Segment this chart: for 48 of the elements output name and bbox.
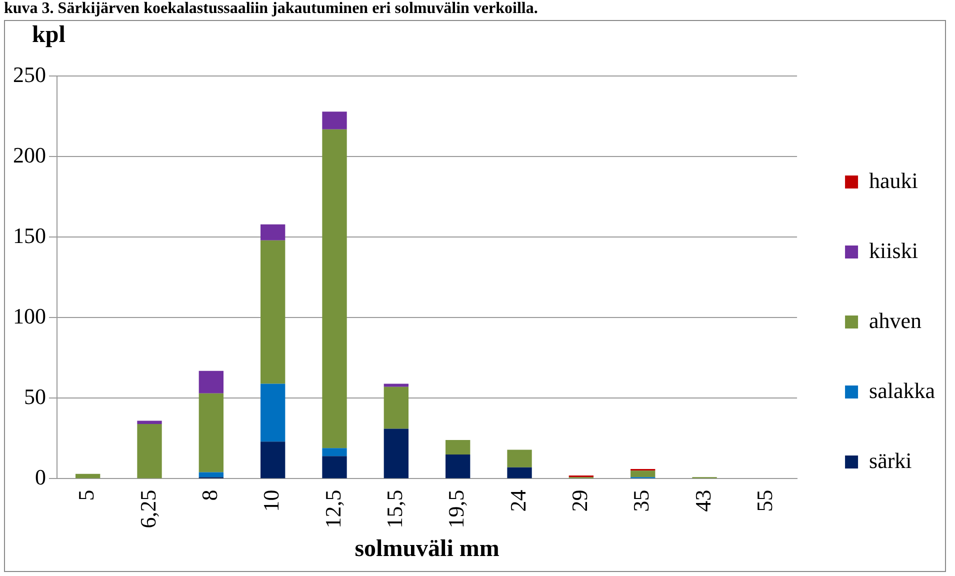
bar — [137, 424, 162, 478]
x-tick-label: 12,5 — [320, 490, 346, 528]
x-tick-label: 8 — [196, 490, 222, 501]
x-tick-label: 15,5 — [382, 490, 407, 528]
x-tick-label: 6,25 — [135, 490, 160, 528]
y-tick-label: 250 — [13, 62, 46, 87]
x-tick-label: 5 — [74, 490, 99, 501]
x-axis-title: solmuväli mm — [354, 536, 500, 562]
bar — [322, 129, 347, 448]
bar — [198, 393, 224, 472]
x-tick-label: 24 — [505, 490, 530, 512]
x-tick-label: 19,5 — [444, 490, 469, 528]
x-tick-label: 35 — [628, 490, 654, 512]
y-tick-label: 100 — [13, 303, 46, 328]
x-tick-label: 29 — [566, 490, 592, 512]
bar — [260, 384, 286, 442]
bar — [446, 454, 470, 478]
bar — [322, 448, 347, 456]
bar — [260, 442, 286, 478]
bar — [446, 440, 470, 455]
y-tick-label: 200 — [13, 142, 46, 168]
y-tick-label: 150 — [13, 222, 46, 248]
bar — [198, 370, 224, 394]
bar — [384, 386, 409, 429]
bar — [384, 428, 409, 478]
legend-label: särki — [869, 448, 912, 473]
x-tick-label: 55 — [752, 490, 777, 512]
bar — [322, 456, 347, 478]
y-tick-label: 50 — [24, 384, 46, 409]
bar — [322, 112, 347, 130]
legend-label: hauki — [869, 168, 918, 193]
bar — [137, 420, 162, 424]
x-tick-label: 10 — [258, 490, 284, 512]
bar — [507, 467, 532, 478]
y-tick-label: 0 — [35, 464, 46, 490]
legend-label: salakka — [869, 378, 936, 403]
bar — [507, 450, 532, 468]
bar — [76, 474, 100, 478]
bar — [630, 470, 656, 478]
legend-label: ahven — [869, 308, 922, 333]
bar — [260, 224, 286, 240]
chart-title: kuva 3. Särkijärven koekalastussaaliin jakautuminen eri solmuvälin verkoilla. — [4, 0, 539, 18]
bar — [198, 472, 224, 478]
x-tick-label: 43 — [690, 490, 716, 512]
bar — [384, 384, 409, 387]
legend-label: kiiski — [869, 238, 918, 263]
y-axis-title: kpl — [32, 22, 66, 49]
bar — [260, 240, 286, 384]
